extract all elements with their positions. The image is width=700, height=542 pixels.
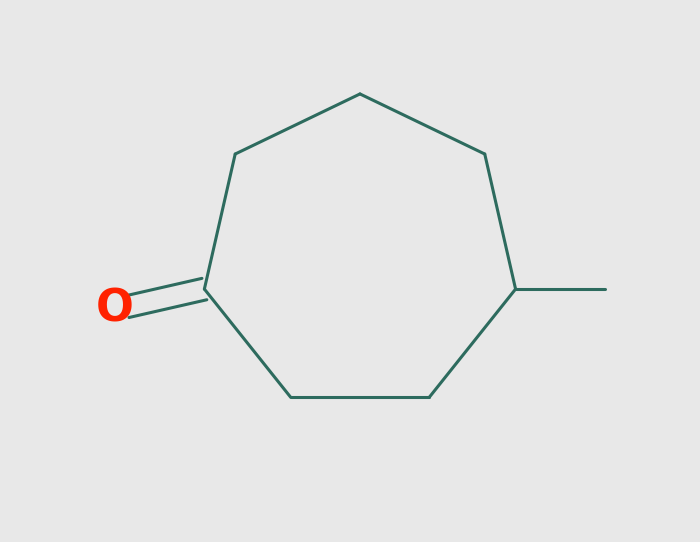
Text: O: O: [96, 288, 134, 331]
